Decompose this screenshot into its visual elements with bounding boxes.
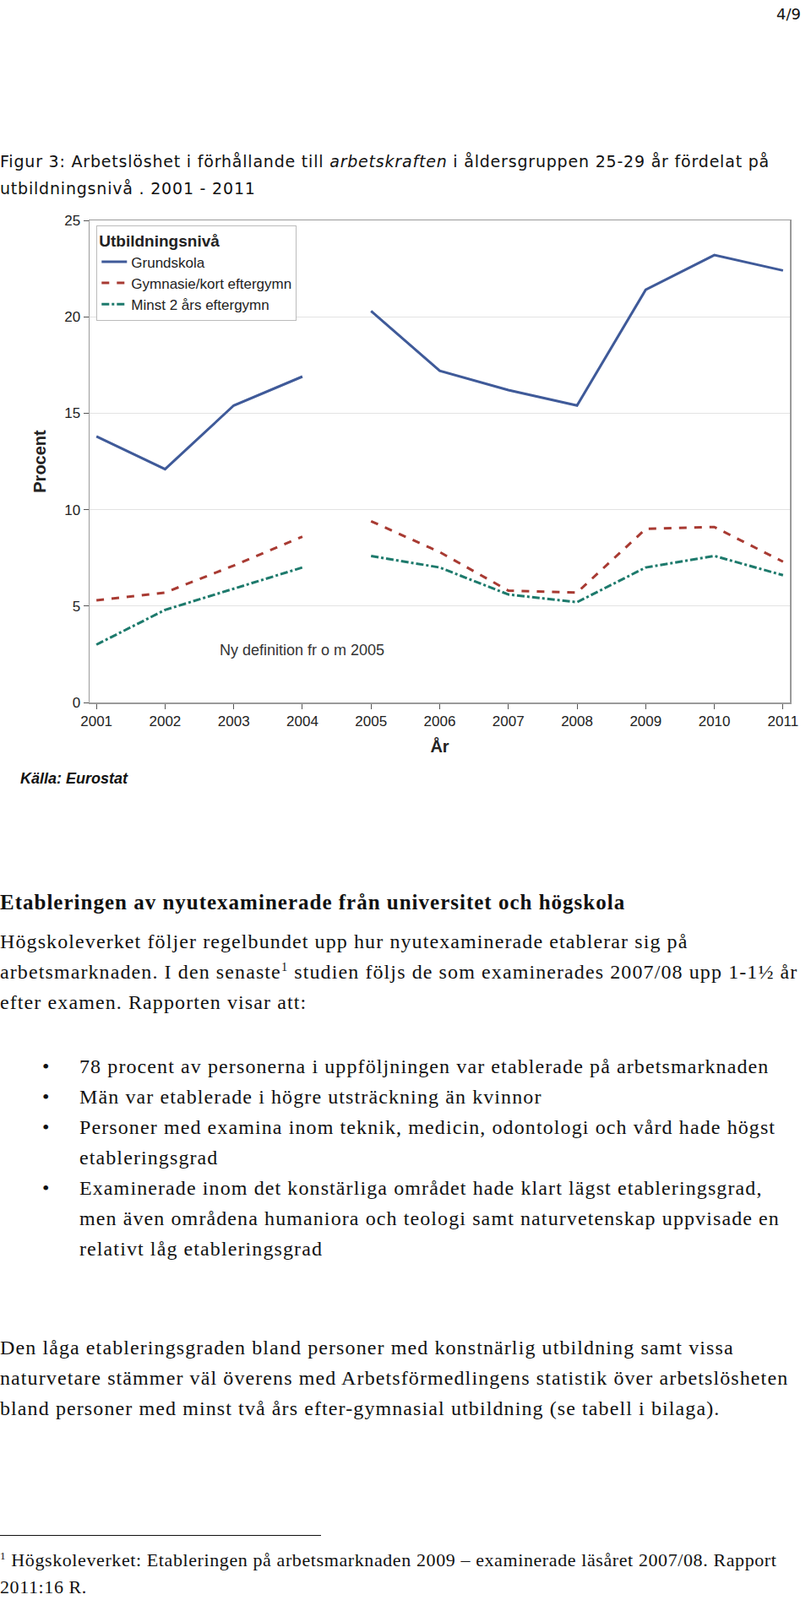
html-text:4/9: 4/9 bbox=[776, 5, 801, 23]
svg-text:0: 0 bbox=[72, 695, 81, 712]
svg-text:20: 20 bbox=[64, 309, 81, 326]
svg-text:2006: 2006 bbox=[424, 713, 457, 730]
svg-text:År: År bbox=[429, 736, 449, 757]
svg-text:2008: 2008 bbox=[560, 713, 594, 730]
svg-text:15: 15 bbox=[64, 405, 81, 422]
html-text:78 procent av personerna i upp: 78 procent av personerna i uppföljningen… bbox=[79, 1055, 770, 1078]
html-text:Källa: Eurostat: Källa: Eurostat bbox=[20, 770, 128, 788]
html-text:Personer med examina inom tekn: Personer med examina inom teknik, medici… bbox=[79, 1116, 776, 1170]
html-text:Figur 3: Arbetslöshet i förhål: Figur 3: Arbetslöshet i förhållande till… bbox=[0, 152, 770, 198]
svg-text:2010: 2010 bbox=[698, 713, 731, 730]
svg-text:10: 10 bbox=[64, 502, 81, 519]
svg-text:2007: 2007 bbox=[492, 713, 525, 730]
svg-text:Procent: Procent bbox=[30, 429, 49, 494]
svg-text:25: 25 bbox=[64, 212, 81, 229]
html-text:Examinerade inom det konstärli: Examinerade inom det konstärliga området… bbox=[79, 1177, 780, 1261]
svg-text:Utbildningsnivå: Utbildningsnivå bbox=[98, 232, 220, 251]
html-text:Den låga etableringsgraden bla: Den låga etableringsgraden bland persone… bbox=[0, 1337, 789, 1421]
html-text:1Högskoleverket: Etableringen: 1Högskoleverket: Etableringen på arbetsm… bbox=[0, 1549, 777, 1599]
svg-text:2011: 2011 bbox=[767, 713, 800, 730]
svg-text:2002: 2002 bbox=[148, 713, 181, 730]
svg-text:2009: 2009 bbox=[629, 713, 662, 730]
svg-text:Minst 2 års eftergymn: Minst 2 års eftergymn bbox=[130, 297, 269, 314]
svg-text:5: 5 bbox=[72, 598, 81, 616]
svg-text:2001: 2001 bbox=[80, 713, 113, 730]
html-text:Etableringen av nyutexaminerad: Etableringen av nyutexaminerade från uni… bbox=[0, 891, 626, 915]
svg-text:2003: 2003 bbox=[217, 713, 251, 730]
svg-text:Grundskola: Grundskola bbox=[130, 255, 205, 272]
html-text:Män var etablerade i högre uts: Män var etablerade i högre utsträckning … bbox=[79, 1086, 542, 1109]
svg-text:Gymnasie/kort eftergymn: Gymnasie/kort eftergymn bbox=[130, 276, 292, 293]
svg-text:2004: 2004 bbox=[286, 713, 319, 730]
svg-text:Ny definition fr o m 2005: Ny definition fr o m 2005 bbox=[219, 642, 385, 659]
svg-text:2005: 2005 bbox=[354, 713, 387, 730]
html-text:Högskoleverket följer regelbun: Högskoleverket följer regelbundet upp hu… bbox=[0, 930, 798, 1014]
